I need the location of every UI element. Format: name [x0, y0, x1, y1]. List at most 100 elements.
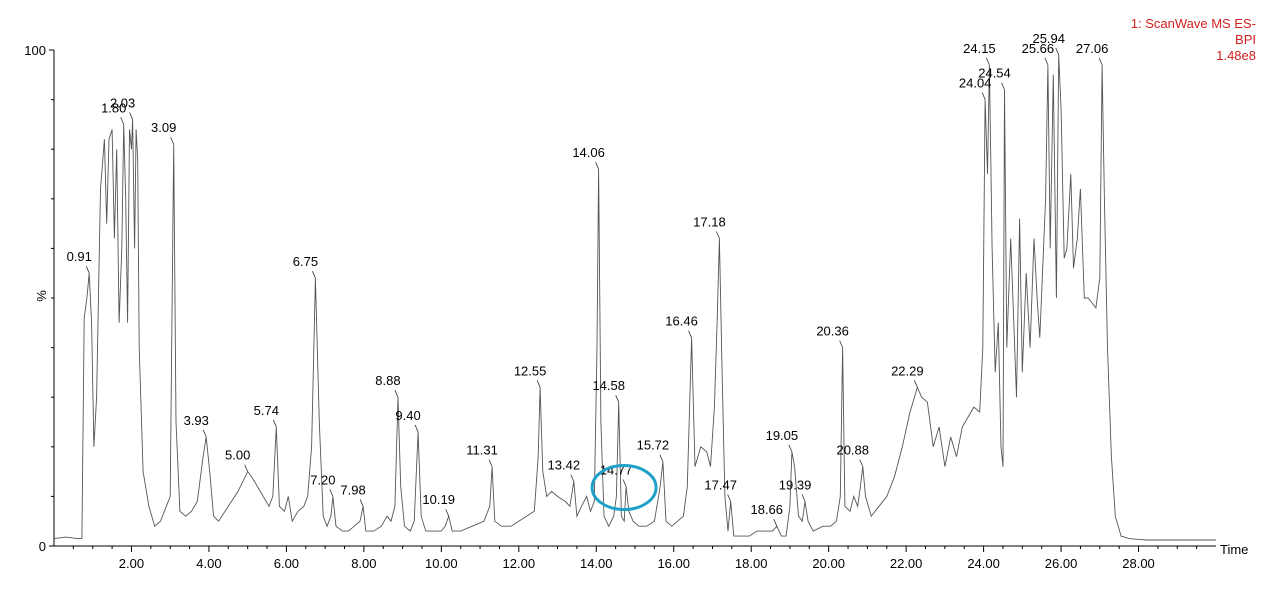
- peak-leader-line: [312, 271, 316, 279]
- peak-label: 15.72: [637, 438, 670, 453]
- peak-label: 19.05: [766, 428, 799, 443]
- peak-leader-line: [981, 92, 986, 100]
- peak-leader-line: [688, 330, 692, 338]
- x-tick-label: 8.00: [351, 556, 376, 571]
- peak-label: 7.20: [310, 472, 335, 487]
- peak-leader-line: [773, 519, 778, 527]
- x-tick-label: 4.00: [196, 556, 221, 571]
- peak-marker: 24.04: [959, 76, 991, 100]
- y-tick-label: 100: [24, 43, 46, 58]
- peak-label: 8.88: [375, 373, 400, 388]
- peak-leader-line: [1055, 47, 1060, 56]
- peak-label: 14.58: [592, 378, 625, 393]
- peak-leader-line: [1098, 57, 1103, 66]
- peak-leader-line: [394, 390, 399, 398]
- peak-leader-line: [570, 474, 575, 482]
- x-tick-label: 2.00: [119, 556, 144, 571]
- peak-marker: 7.20: [310, 472, 336, 497]
- peak-leader-line: [615, 395, 620, 403]
- peak-marker: 11.31: [466, 443, 498, 467]
- peak-leader-line: [414, 424, 419, 433]
- peak-marker: 24.54: [978, 66, 1011, 90]
- peak-leader-line: [1001, 82, 1005, 90]
- peak-label: 24.15: [963, 41, 996, 56]
- peak-leader-line: [85, 266, 90, 274]
- x-axis-title: Time: [1220, 542, 1248, 557]
- peak-marker: 13.42: [548, 458, 581, 482]
- peak-marker: 14.58: [592, 378, 625, 403]
- peak-label: 20.88: [836, 443, 869, 458]
- peak-leader-line: [329, 489, 334, 497]
- x-tick-label: 26.00: [1045, 556, 1078, 571]
- peak-marker: 2.03: [110, 95, 135, 120]
- x-tick-label: 12.00: [503, 556, 536, 571]
- annotation-line: 1.48e8: [1216, 48, 1256, 63]
- peak-leader-line: [129, 112, 133, 120]
- peak-marker: 22.29: [891, 363, 924, 388]
- peak-leader-line: [244, 464, 249, 472]
- peak-leader-line: [788, 444, 793, 452]
- annotation-line: BPI: [1235, 32, 1256, 47]
- peak-marker: 3.93: [184, 413, 209, 438]
- peak-label: 10.19: [422, 492, 455, 507]
- peak-marker: 1.80: [101, 100, 126, 125]
- peak-label: 25.66: [1022, 41, 1055, 56]
- peak-leader-line: [716, 231, 720, 239]
- chart-axes: 2.00 4.00 6.00 8.00 10.00 12.00 14.00 16.00 18.0…: [24, 43, 1248, 571]
- peak-marker: 24.15: [963, 41, 996, 66]
- peak-label: 22.29: [891, 363, 924, 378]
- peak-label: 12.55: [514, 363, 547, 378]
- peak-label: 1.80: [101, 100, 126, 115]
- highlight-circle: [590, 464, 658, 512]
- peak-marker: 19.39: [779, 477, 812, 502]
- annotation-line: 1: ScanWave MS ES-: [1131, 16, 1256, 31]
- peak-leader-line: [445, 509, 450, 517]
- peak-leader-line: [986, 57, 990, 66]
- peak-leader-line: [859, 459, 864, 467]
- peak-leader-line: [359, 499, 364, 507]
- peak-marker: 7.98: [340, 482, 366, 507]
- peak-marker: 16.46: [665, 314, 698, 338]
- y-tick-label: 0: [39, 539, 46, 554]
- x-tick-label: 10.00: [425, 556, 458, 571]
- peak-marker: 14.06: [572, 145, 605, 170]
- peak-leader-line: [272, 419, 277, 428]
- peak-label: 6.75: [293, 254, 318, 269]
- peak-leader-line: [839, 340, 843, 348]
- peak-marker: 20.36: [816, 324, 849, 348]
- peak-marker: 0.91: [67, 249, 92, 274]
- peak-marker: 25.94: [1032, 31, 1065, 56]
- x-tick-label: 14.00: [580, 556, 613, 571]
- x-tick-label: 16.00: [657, 556, 690, 571]
- peak-marker: 15.72: [637, 438, 670, 462]
- peak-leader-line: [536, 380, 541, 388]
- peak-marker: 25.66: [1022, 41, 1055, 66]
- peak-marker: 18.66: [750, 502, 783, 527]
- peak-marker: 3.09: [151, 120, 176, 145]
- peak-marker: 8.88: [375, 373, 401, 398]
- peak-label: 5.74: [254, 403, 279, 418]
- peak-marker: 17.18: [693, 214, 726, 239]
- peak-label: 20.36: [816, 324, 849, 339]
- bpi-trace-line: [53, 54, 1216, 541]
- peak-leader-line: [1044, 57, 1049, 66]
- x-tick-label: 18.00: [735, 556, 768, 571]
- peak-marker: 10.19: [422, 492, 455, 517]
- peak-label: 14.06: [572, 145, 605, 160]
- peak-leader-line: [913, 380, 918, 388]
- peak-label: 25.94: [1032, 31, 1065, 46]
- peak-label: 2.03: [110, 95, 135, 110]
- peak-label: 13.42: [548, 458, 581, 473]
- peak-marker: 9.40: [395, 408, 421, 433]
- peak-label: 11.31: [466, 443, 498, 458]
- peak-marker: 12.55: [514, 363, 547, 388]
- peak-label: 19.39: [779, 477, 812, 492]
- peak-label: 7.98: [340, 482, 365, 497]
- peak-marker: 5.00: [225, 448, 250, 472]
- peak-marker: 27.06: [1076, 41, 1108, 66]
- peak-label: 3.93: [184, 413, 209, 428]
- x-tick-label: 22.00: [890, 556, 923, 571]
- peak-leader-line: [659, 454, 664, 462]
- peak-leader-line: [170, 137, 175, 145]
